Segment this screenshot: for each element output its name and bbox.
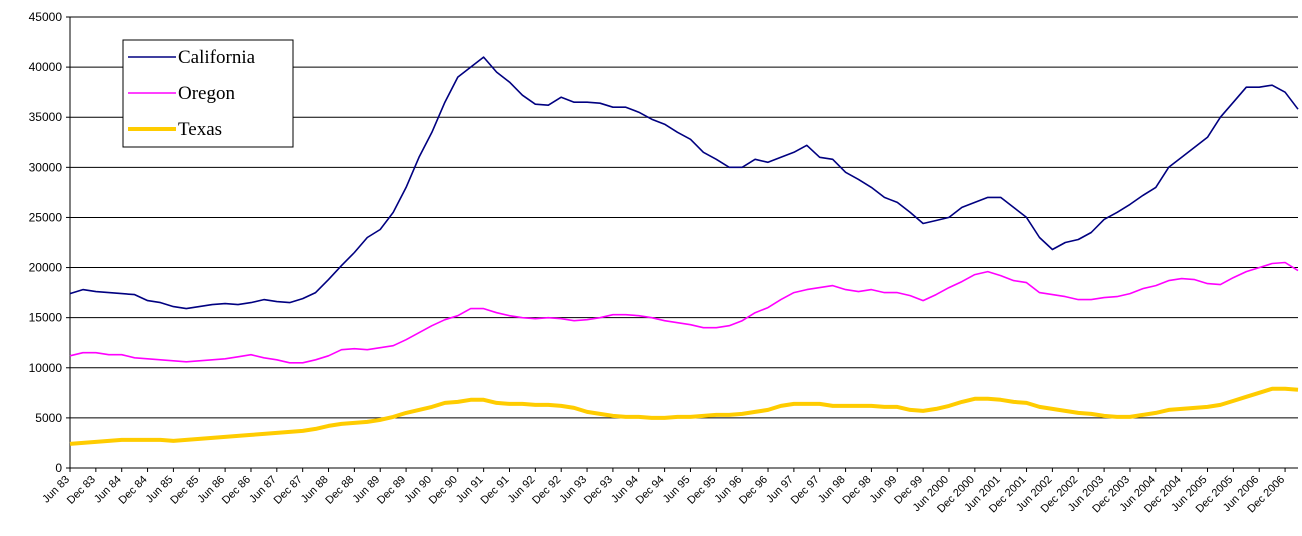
y-tick-label: 0 — [55, 461, 62, 475]
x-tick-label: Dec 97 — [789, 474, 822, 507]
x-tick-label: Dec 98 — [840, 474, 873, 507]
y-tick-label: 25000 — [29, 210, 63, 224]
series-line — [69, 56, 1299, 310]
x-tick-label: Dec 86 — [220, 474, 253, 507]
y-tick-label: 15000 — [29, 311, 63, 325]
legend-label: Texas — [178, 119, 222, 140]
x-tick-label: Dec 85 — [168, 474, 201, 507]
x-tick-label: Dec 84 — [117, 474, 150, 507]
y-tick-label: 35000 — [29, 110, 63, 124]
y-tick-label: 20000 — [29, 261, 63, 275]
y-tick-label: 40000 — [29, 60, 63, 74]
y-tick-label: 5000 — [35, 411, 62, 425]
x-tick-label: Dec 89 — [375, 474, 408, 507]
x-tick-label: Dec 96 — [737, 474, 770, 507]
legend: California Oregon Texas — [122, 39, 294, 148]
x-tick-label: Dec 95 — [685, 474, 718, 507]
x-tick-label: Dec 87 — [272, 474, 305, 507]
x-tick-label: Dec 92 — [530, 474, 563, 507]
x-tick-label: Dec 91 — [478, 474, 511, 507]
x-tick-label: Dec 94 — [634, 474, 667, 507]
x-tick-label: Dec 83 — [65, 474, 98, 507]
y-tick-label: 45000 — [29, 10, 63, 24]
series-line — [69, 261, 1299, 364]
x-tick-label: Dec 88 — [323, 474, 356, 507]
y-tick-label: 10000 — [29, 361, 63, 375]
x-tick-label: Dec 90 — [427, 474, 460, 507]
series-line — [69, 386, 1299, 446]
legend-label: California — [178, 47, 256, 68]
x-tick-label: Dec 93 — [582, 474, 615, 507]
y-tick-label: 30000 — [29, 160, 63, 174]
legend-label: Oregon — [178, 83, 235, 104]
